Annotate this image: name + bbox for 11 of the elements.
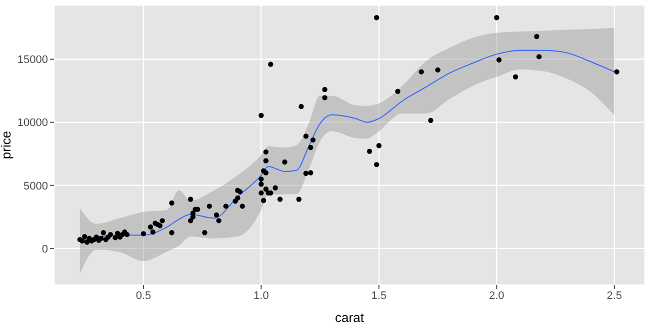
y-tick-label: 10000 <box>17 117 48 130</box>
x-tick-label: 1.5 <box>371 290 387 302</box>
y-tick-label: 15000 <box>17 54 48 66</box>
x-axis-title: carat <box>335 310 364 325</box>
y-axis-title: price <box>0 130 14 160</box>
y-tick-label: 5000 <box>24 180 48 192</box>
x-tick-label: 1.0 <box>254 290 269 302</box>
x-tick-label: 2.0 <box>489 290 504 302</box>
x-tick-label: 2.5 <box>606 290 622 302</box>
x-tick-label: 0.5 <box>136 290 152 302</box>
y-tick-label: 0 <box>42 243 48 256</box>
